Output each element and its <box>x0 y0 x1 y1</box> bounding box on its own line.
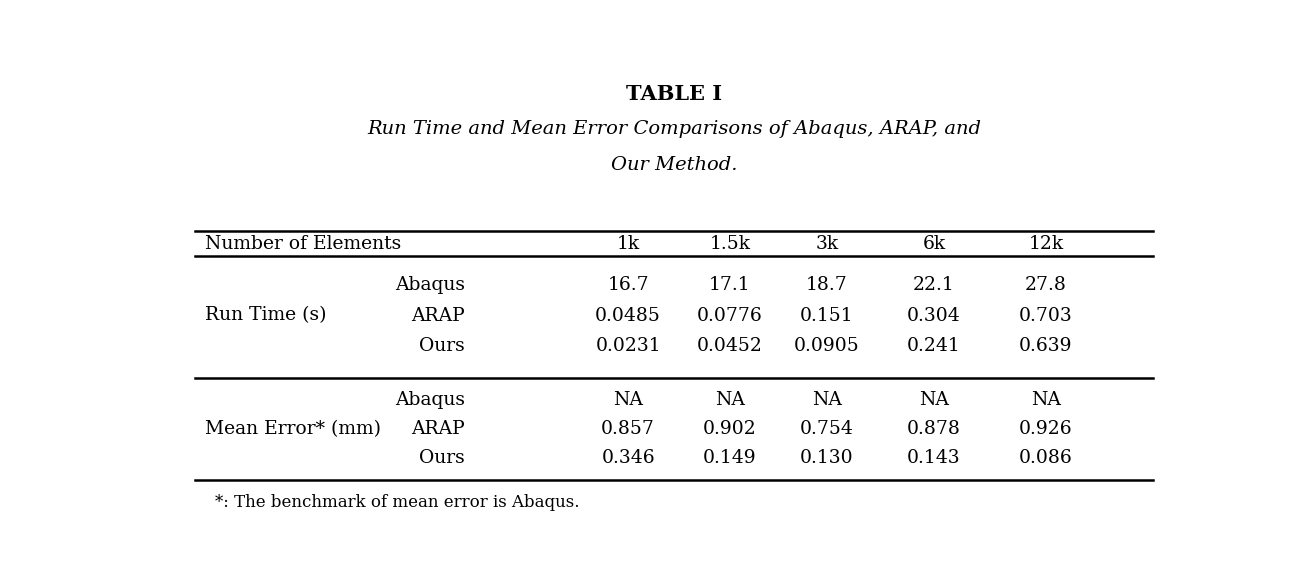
Text: 0.754: 0.754 <box>800 420 853 438</box>
Text: 16.7: 16.7 <box>608 275 648 294</box>
Text: 3k: 3k <box>815 235 839 253</box>
Text: Number of Elements: Number of Elements <box>205 235 401 253</box>
Text: 0.902: 0.902 <box>704 420 757 438</box>
Text: 0.0231: 0.0231 <box>596 336 661 355</box>
Text: 0.0776: 0.0776 <box>697 307 763 325</box>
Text: *: The benchmark of mean error is Abaqus.: *: The benchmark of mean error is Abaqus… <box>216 494 580 511</box>
Text: 0.878: 0.878 <box>907 420 961 438</box>
Text: 0.086: 0.086 <box>1019 449 1073 468</box>
Text: Ours: Ours <box>419 336 466 355</box>
Text: Run Time (s): Run Time (s) <box>205 306 326 324</box>
Text: NA: NA <box>1031 391 1061 408</box>
Text: 0.143: 0.143 <box>907 449 961 468</box>
Text: 1k: 1k <box>617 235 639 253</box>
Text: Mean Error* (mm): Mean Error* (mm) <box>205 420 381 438</box>
Text: 0.130: 0.130 <box>800 449 853 468</box>
Text: ARAP: ARAP <box>412 420 466 438</box>
Text: 0.241: 0.241 <box>907 336 961 355</box>
Text: 0.857: 0.857 <box>601 420 655 438</box>
Text: 0.0452: 0.0452 <box>697 336 763 355</box>
Text: 17.1: 17.1 <box>709 275 751 294</box>
Text: 0.639: 0.639 <box>1019 336 1073 355</box>
Text: Our Method.: Our Method. <box>610 156 738 174</box>
Text: Abaqus: Abaqus <box>394 391 466 408</box>
Text: 6k: 6k <box>922 235 945 253</box>
Text: TABLE I: TABLE I <box>626 84 722 104</box>
Text: 0.703: 0.703 <box>1019 307 1073 325</box>
Text: 0.304: 0.304 <box>907 307 961 325</box>
Text: 0.0485: 0.0485 <box>596 307 661 325</box>
Text: ARAP: ARAP <box>412 307 466 325</box>
Text: 0.926: 0.926 <box>1019 420 1073 438</box>
Text: NA: NA <box>715 391 744 408</box>
Text: 12k: 12k <box>1028 235 1064 253</box>
Text: 0.346: 0.346 <box>601 449 655 468</box>
Text: 0.0905: 0.0905 <box>794 336 860 355</box>
Text: 0.149: 0.149 <box>704 449 757 468</box>
Text: NA: NA <box>811 391 842 408</box>
Text: Run Time and Mean Error Comparisons of Abaqus, ARAP, and: Run Time and Mean Error Comparisons of A… <box>367 120 981 138</box>
Text: 1.5k: 1.5k <box>710 235 751 253</box>
Text: NA: NA <box>919 391 948 408</box>
Text: 18.7: 18.7 <box>806 275 848 294</box>
Text: Ours: Ours <box>419 449 466 468</box>
Text: 22.1: 22.1 <box>913 275 955 294</box>
Text: Abaqus: Abaqus <box>394 275 466 294</box>
Text: 0.151: 0.151 <box>800 307 853 325</box>
Text: 27.8: 27.8 <box>1024 275 1066 294</box>
Text: NA: NA <box>613 391 643 408</box>
